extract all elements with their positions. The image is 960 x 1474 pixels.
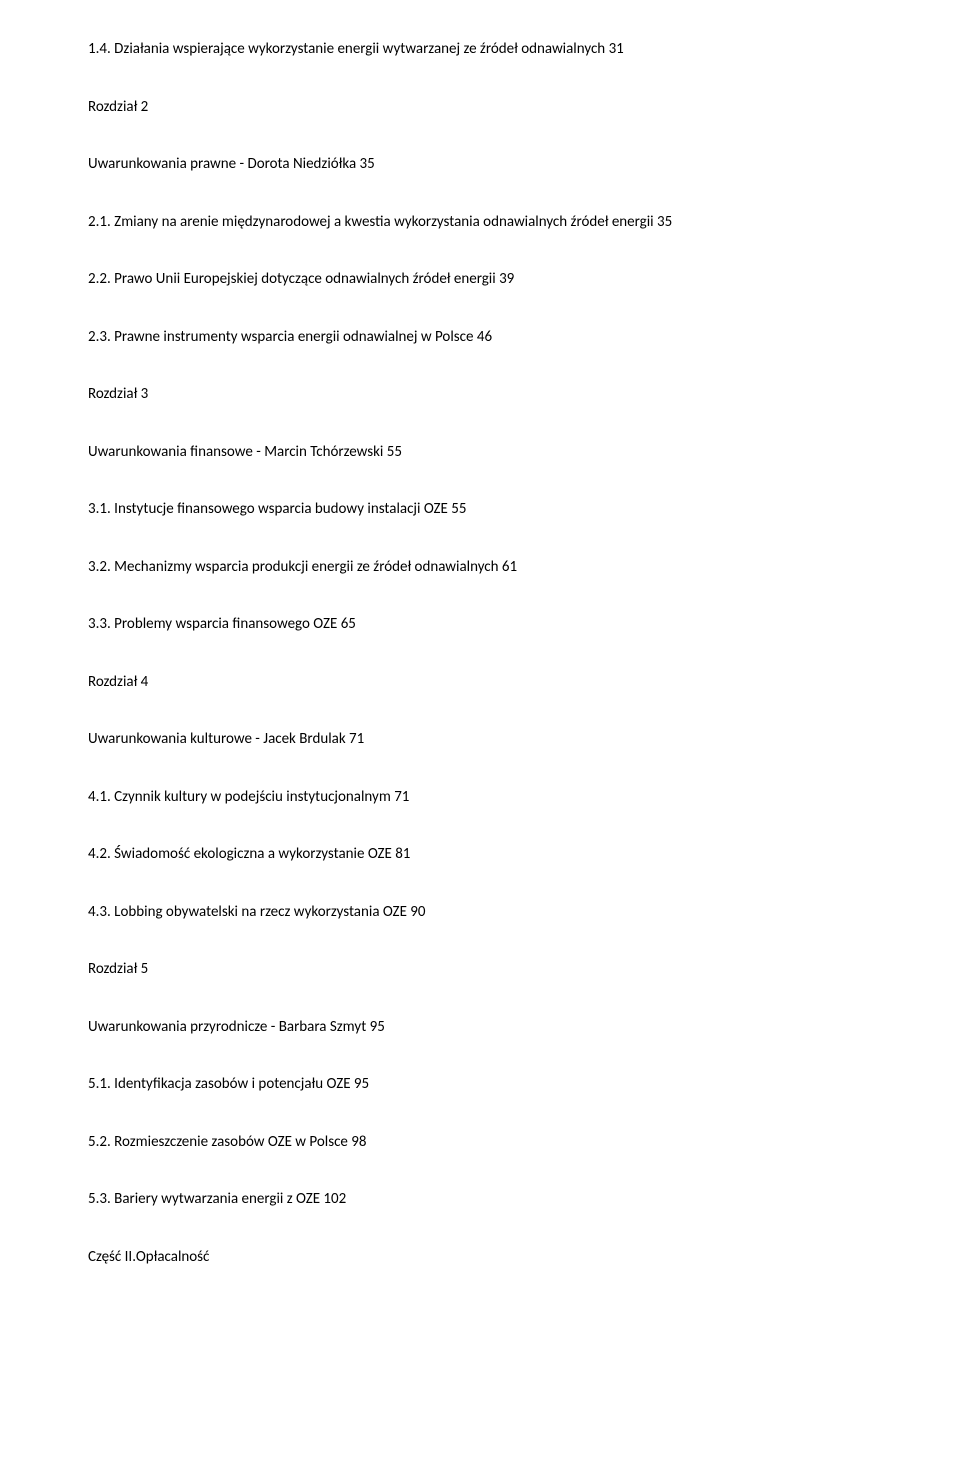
toc-line: 3.1. Instytucje finansowego wsparcia bud…: [88, 500, 872, 520]
toc-line: Uwarunkowania przyrodnicze - Barbara Szm…: [88, 1018, 872, 1038]
toc-line: 2.1. Zmiany na arenie międzynarodowej a …: [88, 213, 872, 233]
toc-line: 1.4. Działania wspierające wykorzystanie…: [88, 40, 872, 60]
toc-line: 3.3. Problemy wsparcia finansowego OZE 6…: [88, 615, 872, 635]
toc-line: Uwarunkowania kulturowe - Jacek Brdulak …: [88, 730, 872, 750]
toc-line: Rozdział 5: [88, 960, 872, 980]
toc-line: Rozdział 4: [88, 673, 872, 693]
toc-line: 5.2. Rozmieszczenie zasobów OZE w Polsce…: [88, 1133, 872, 1153]
toc-line: 3.2. Mechanizmy wsparcia produkcji energ…: [88, 558, 872, 578]
toc-line: 5.1. Identyfikacja zasobów i potencjału …: [88, 1075, 872, 1095]
toc-line: 5.3. Bariery wytwarzania energii z OZE 1…: [88, 1190, 872, 1210]
toc-line: Uwarunkowania finansowe - Marcin Tchórze…: [88, 443, 872, 463]
toc-line: Uwarunkowania prawne - Dorota Niedziółka…: [88, 155, 872, 175]
toc-line: Rozdział 2: [88, 98, 872, 118]
toc-line: 4.1. Czynnik kultury w podejściu instytu…: [88, 788, 872, 808]
toc-line: 2.2. Prawo Unii Europejskiej dotyczące o…: [88, 270, 872, 290]
toc-line: 4.2. Świadomość ekologiczna a wykorzysta…: [88, 845, 872, 865]
toc-line: Rozdział 3: [88, 385, 872, 405]
toc-line: Część II.Opłacalność: [88, 1248, 872, 1268]
toc-line: 2.3. Prawne instrumenty wsparcia energii…: [88, 328, 872, 348]
toc-line: 4.3. Lobbing obywatelski na rzecz wykorz…: [88, 903, 872, 923]
